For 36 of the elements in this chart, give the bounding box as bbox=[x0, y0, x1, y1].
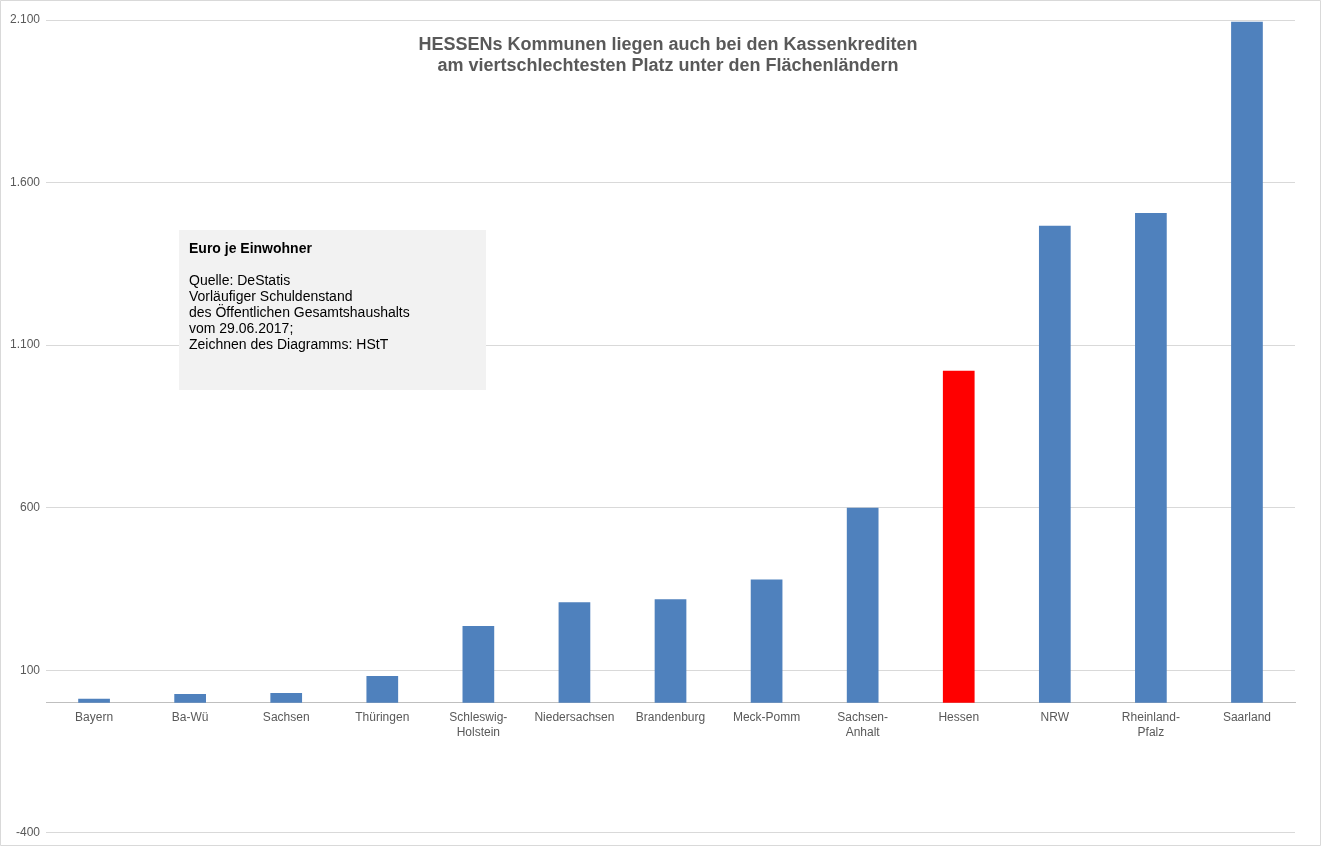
x-tick-label: Bayern bbox=[75, 710, 114, 725]
bar bbox=[846, 507, 879, 703]
bar bbox=[558, 602, 591, 703]
bar bbox=[1038, 225, 1071, 703]
x-tick-label: Thüringen bbox=[355, 710, 410, 725]
bar bbox=[654, 599, 687, 703]
y-tick-label: 100 bbox=[20, 662, 41, 677]
text: HESSENs Kommunen liegen auch bei den Kassenkrediten am viertschlechtesten Platz unter den Flächenländern bbox=[417, 34, 919, 76]
x-tick-label: Ba-Wü bbox=[171, 710, 209, 725]
bar bbox=[750, 579, 783, 703]
x-tick-label: Sachsen bbox=[262, 710, 310, 725]
x-tick-label: NRW bbox=[1040, 710, 1070, 725]
text-box: Euro je Einwohner Quelle: DeStatis Vorläufiger Schuldenstand des Öffentlichen Gesamtshaushalts vom 29.06.2017; Zeichnen des Diagramms: HStT bbox=[179, 230, 486, 390]
bar bbox=[462, 626, 495, 703]
x-tick-label: Saarland bbox=[1222, 710, 1271, 725]
bar bbox=[942, 370, 975, 703]
bar bbox=[366, 676, 399, 703]
y-tick-label: 2.100 bbox=[10, 12, 41, 27]
y-tick-label: 1.100 bbox=[10, 337, 41, 352]
y-tick-label: 1.600 bbox=[10, 174, 41, 189]
annotation: Quelle: DeStatis Vorläufiger Schuldenstand des Öffentlichen Gesamtshaushalts vom 29.06.2017; Zeichnen des Diagramms: HStT bbox=[189, 272, 411, 352]
x-tick-label: Sachsen-Anhalt bbox=[837, 710, 889, 739]
bar bbox=[78, 698, 110, 703]
bar bbox=[174, 693, 206, 703]
x-tick-label: Schleswig-Holstein bbox=[449, 710, 508, 739]
bar bbox=[1231, 21, 1263, 703]
x-tick-label: Rheinland-Pfalz bbox=[1121, 710, 1180, 739]
x-tick-label: Meck-Pomm bbox=[732, 710, 801, 725]
y-tick-label: -400 bbox=[16, 825, 41, 840]
annotation: Euro je Einwohner bbox=[189, 240, 313, 256]
x-tick-label: Hessen bbox=[938, 710, 980, 725]
x-tick-label: Brandenburg bbox=[635, 710, 706, 725]
x-tick-label: Niedersachsen bbox=[534, 710, 615, 725]
y-tick-label: 600 bbox=[20, 499, 41, 514]
bar bbox=[1135, 213, 1167, 703]
bar bbox=[270, 693, 303, 703]
